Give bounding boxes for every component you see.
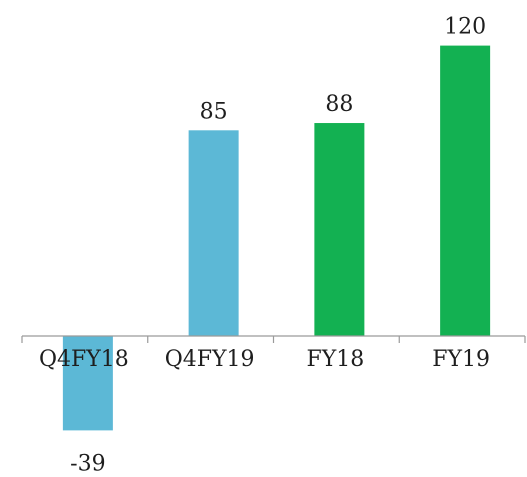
bars-group [63, 46, 490, 431]
bar-q4fy19 [189, 130, 239, 336]
x-tick-label: Q4FY18 [39, 347, 129, 372]
x-tick-labels: Q4FY18 Q4FY19 FY18 FY19 [39, 347, 490, 372]
x-tick-label: FY19 [432, 347, 490, 372]
bar-fy18 [314, 123, 364, 336]
x-tick-label: FY18 [306, 347, 364, 372]
data-label: 120 [444, 15, 486, 40]
data-label: 88 [325, 92, 353, 117]
data-label: -39 [70, 451, 105, 476]
x-tick-label: Q4FY19 [165, 347, 255, 372]
bar-fy19 [440, 46, 490, 336]
data-label: 85 [200, 99, 228, 124]
data-labels: -39 85 88 120 [70, 15, 486, 477]
